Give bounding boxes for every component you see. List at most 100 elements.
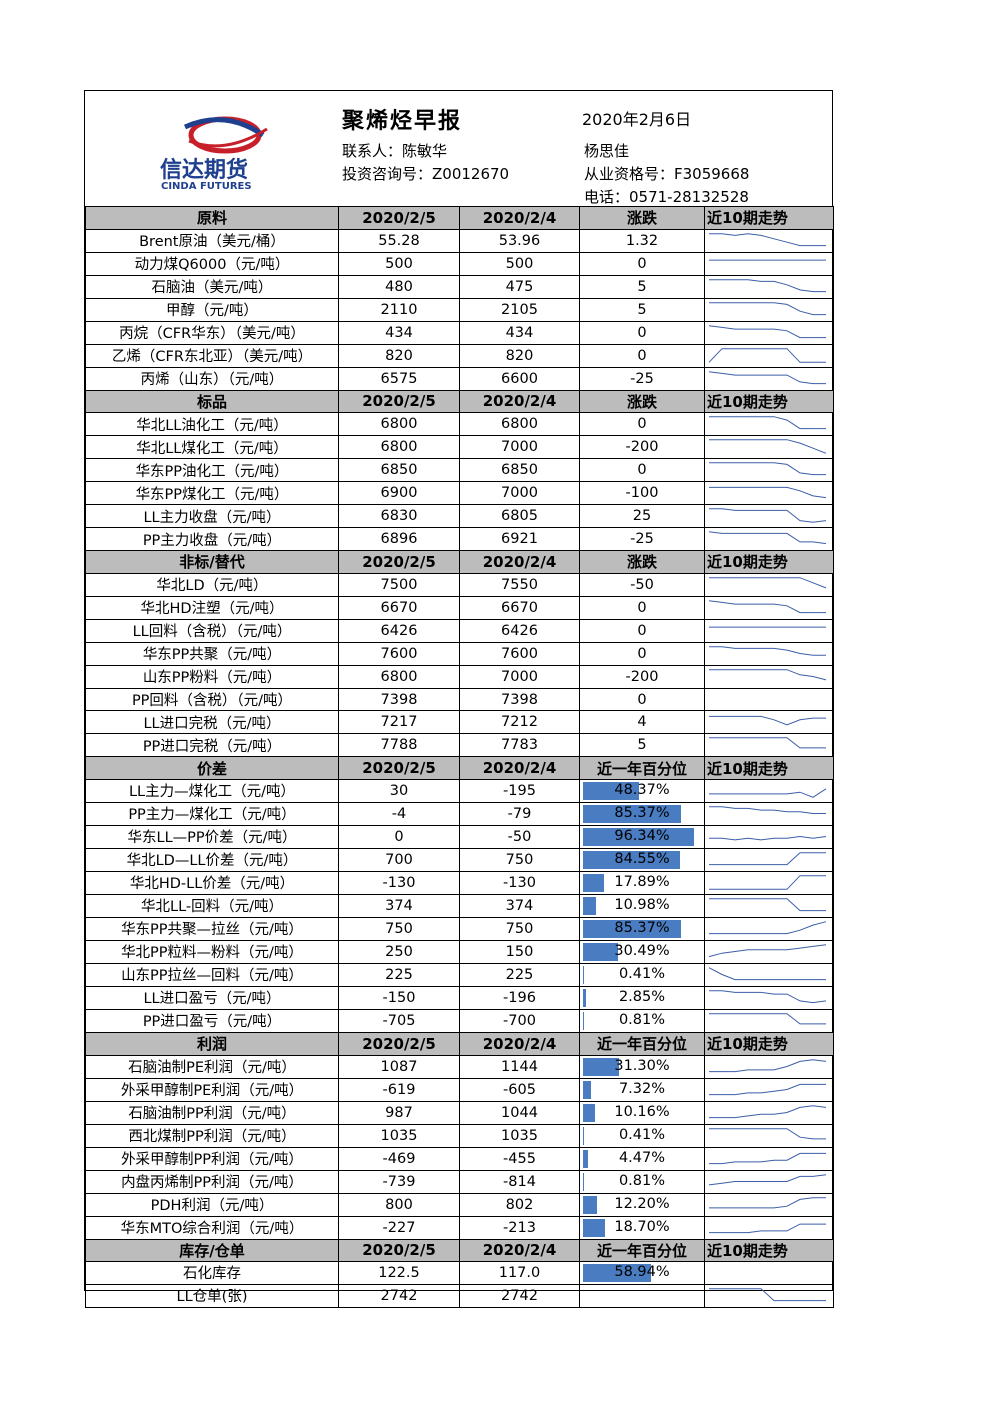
table-row: 石脑油制PE利润（元/吨） 1087 1144 31.30% [85,1054,834,1079]
percentile-value: 0.41% [618,965,666,982]
sparkline-line [709,668,827,681]
value-previous: -196 [459,985,580,1010]
value-current: 6900 [338,481,460,506]
value-current: 6896 [338,527,460,552]
value-previous: -605 [459,1077,580,1102]
sparkline-cell [704,1261,834,1285]
sparkline [709,835,827,841]
percentile-value: 0.81% [618,1172,666,1189]
value-current: 30 [338,778,460,803]
value-previous: 7000 [459,664,580,689]
change-col-header: 涨跌 [579,550,705,574]
change-value: 0 [579,458,705,483]
percentile-bar [583,1172,584,1191]
row-label: 华北LL油化工（元/吨） [85,412,339,437]
sparkline [708,944,827,958]
table-row: 华北LL-回料（元/吨） 374 374 10.98% [85,893,834,918]
percentile-value: 85.37% [614,919,670,936]
sparkline [709,1083,826,1095]
sparkline [709,990,827,1004]
value-current: 7398 [338,687,460,712]
table-row: 华东LL—PP价差（元/吨） 0 -50 96.34% [85,824,834,849]
sparkline-line [709,990,827,1004]
table-row: 华北LD—LL价差（元/吨） 700 750 84.55% [85,847,834,872]
sparkline-line [709,898,826,912]
sparkline-line [709,852,826,866]
sparkline-cell [704,618,834,643]
table-row: 山东PP粉料（元/吨） 6800 7000 -200 [85,664,834,689]
percentile-value: 17.89% [614,873,670,890]
value-current: -705 [338,1008,460,1033]
sparkline-cell [704,916,834,941]
value-previous: 802 [459,1192,580,1217]
percentile-bar [583,919,682,938]
sparkline-cell [704,274,834,299]
table-row: PDH利润（元/吨） 800 802 12.20% [85,1192,834,1217]
percentile-cell: 48.37% [579,778,705,803]
date-col-header: 2020/2/4 [459,1238,580,1263]
table-row: 外采甲醇制PE利润（元/吨） -619 -605 7.32% [85,1077,834,1102]
trend-col-header: 近10期走势 [704,550,834,574]
value-previous: 374 [459,893,580,918]
sparkline-cell [704,641,834,666]
sparkline-line [709,645,826,656]
trend-col-header: 近10期走势 [704,756,834,780]
value-current: 1035 [338,1123,460,1148]
section-title: 库存/仓单 [85,1238,339,1263]
sparkline [709,487,827,499]
percentile-bar [583,1264,651,1282]
percentile-cell: 85.37% [579,801,705,826]
sparkline [709,788,827,798]
value-current: 374 [338,893,460,918]
percentile-cell: 30.49% [579,939,705,964]
date-col-header: 2020/2/5 [338,550,460,574]
sparkline-line [708,967,826,981]
table-row: 华北LL煤化工（元/吨） 6800 7000 -200 [85,435,834,460]
sparkline-line [709,788,827,798]
table-row: Brent原油（美元/桶） 55.28 53.96 1.32 [85,228,834,253]
sparkline [709,1196,826,1208]
trend-col-header: 近10期走势 [704,1031,834,1056]
change-value: 0 [579,320,705,345]
value-previous: -195 [459,778,580,803]
percentile-value: 0.81% [618,1011,666,1028]
sparkline-line [709,1287,826,1301]
value-current: -150 [338,985,460,1010]
table-row: 华北HD注塑（元/吨） 6670 6670 0 [85,595,834,620]
sparkline-line [709,487,827,499]
table-row: LL主力收盘（元/吨） 6830 6805 25 [85,504,834,529]
percentile-bar [583,873,604,892]
percentile-value: 58.94% [614,1264,670,1281]
sparkline-line [708,370,826,384]
sparkline-cell [704,1192,834,1217]
sparkline-cell [704,847,834,872]
sparkline-cell [704,228,834,253]
sparkline-line [709,508,827,523]
row-label: 华东LL—PP价差（元/吨） [85,824,339,849]
value-current: 6575 [338,366,460,391]
row-label: 华东MTO综合利润（元/吨） [85,1215,339,1240]
value-current: 6800 [338,435,460,460]
sparkline [709,232,826,246]
value-current: 0 [338,824,460,849]
sparkline [708,347,826,363]
percentile-value: 2.85% [618,988,666,1005]
value-current: 6830 [338,504,460,529]
percentile-bar [583,988,587,1007]
percentile-bar [583,1057,619,1076]
sparkline-cell [704,481,834,506]
row-label: 华东PP共聚—拉丝（元/吨） [85,916,339,941]
percentile-value: 84.55% [614,850,670,867]
change-value: 0 [579,412,705,437]
advisor-number: 投资咨询号：Z0012670 [342,165,510,183]
sparkline-line [709,1013,826,1025]
percentile-bar [583,804,682,823]
sparkline-cell [704,595,834,620]
table-row: 内盘丙烯制PP利润（元/吨） -739 -814 0.81% [85,1169,834,1194]
sparkline [708,967,826,981]
value-previous: 7212 [459,710,580,735]
sparkline-cell [704,412,834,437]
percentile-cell: 84.55% [579,847,705,872]
date-col-header: 2020/2/5 [338,756,460,780]
table-row: LL进口完税（元/吨） 7217 7212 4 [85,710,834,735]
